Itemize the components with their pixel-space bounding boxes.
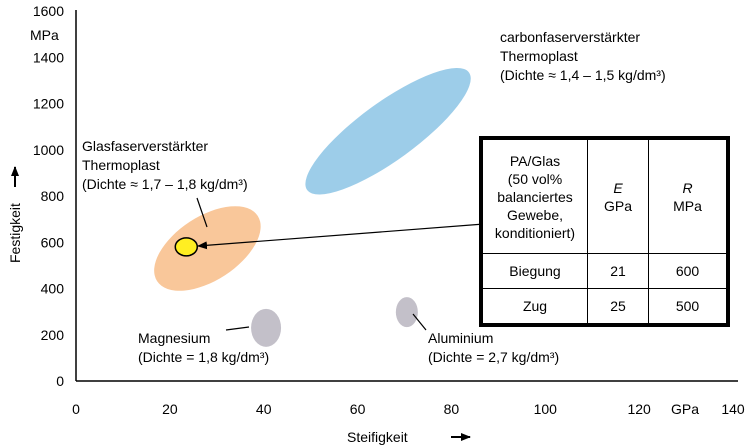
col-e-unit: GPa bbox=[603, 197, 632, 214]
y-tick-label: 1000 bbox=[33, 142, 64, 158]
x-tick-label: 60 bbox=[350, 401, 366, 417]
col-r-unit: MPa bbox=[673, 197, 702, 214]
y-tick-label: 1600 bbox=[33, 3, 64, 19]
y-axis-unit: MPa bbox=[30, 27, 59, 43]
y-tick-label: 800 bbox=[41, 188, 65, 204]
row-e-value: 21 bbox=[587, 253, 649, 289]
label-line: Magnesium bbox=[138, 330, 210, 346]
row-e-value: 25 bbox=[587, 288, 649, 324]
label-line: carbonfaserverstärkter bbox=[500, 29, 640, 45]
x-axis-title: Steifigkeit bbox=[347, 429, 471, 445]
x-tick-label: 100 bbox=[534, 401, 558, 417]
properties-table: PA/Glas (50 vol% balanciertes Gewebe, ko… bbox=[479, 136, 730, 327]
table-header-row: PA/Glas (50 vol% balanciertes Gewebe, ko… bbox=[482, 139, 727, 254]
y-axis-title: Festigkeit bbox=[7, 166, 23, 263]
col-r-symbol: R bbox=[682, 179, 693, 196]
magnesium-region bbox=[251, 308, 282, 347]
cfk-region-label: carbonfaserverstärkter Thermoplast (Dichte… bbox=[500, 29, 666, 83]
glass-label-leader bbox=[196, 197, 208, 228]
table-row: Biegung 21 600 bbox=[482, 253, 727, 289]
label-line: (Dichte = 1,8 kg/dm³) bbox=[138, 349, 269, 365]
table-header-material: PA/Glas (50 vol% balanciertes Gewebe, ko… bbox=[482, 139, 588, 254]
table-header-r: R MPa bbox=[648, 139, 727, 254]
gfk-region bbox=[154, 206, 261, 291]
x-tick-label: 40 bbox=[256, 401, 272, 417]
cfk-region bbox=[305, 67, 471, 195]
tick-labels: 0 200 400 600 800 1000 1200 1400 1600 0 20 40 60 80 10… bbox=[33, 3, 745, 417]
row-r-value: 500 bbox=[648, 288, 727, 324]
row-r-value: 600 bbox=[648, 253, 727, 289]
gfk-region-label: Glasfaserverstärkter Thermoplast (Dichte ≈… bbox=[82, 138, 248, 192]
label-line: Thermoplast bbox=[500, 48, 578, 64]
row-label: Biegung bbox=[482, 253, 588, 289]
aluminium-label-leader bbox=[412, 313, 427, 331]
label-line: (Dichte ≈ 1,7 – 1,8 kg/dm³) bbox=[82, 176, 248, 192]
y-tick-label: 1200 bbox=[33, 96, 64, 112]
y-tick-label: 400 bbox=[41, 281, 65, 297]
table-pointer-arrow bbox=[197, 223, 485, 250]
label-line: Thermoplast bbox=[82, 157, 160, 173]
x-axis-label: Steifigkeit bbox=[347, 429, 408, 445]
header-line: Gewebe, bbox=[506, 206, 564, 223]
annotations: carbonfaserverstärkter Thermoplast (Dichte… bbox=[82, 29, 666, 365]
label-line: (Dichte ≈ 1,4 – 1,5 kg/dm³) bbox=[500, 67, 666, 83]
x-tick-label: 0 bbox=[72, 401, 80, 417]
magnesium-label-leader bbox=[225, 326, 250, 331]
header-line: (50 vol% bbox=[507, 170, 563, 187]
axes bbox=[75, 10, 738, 382]
pa-glass-point bbox=[174, 237, 199, 257]
y-tick-label: 1400 bbox=[33, 49, 64, 65]
header-line: PA/Glas bbox=[509, 152, 561, 169]
y-tick-label: 600 bbox=[41, 234, 65, 250]
row-label: Zug bbox=[482, 288, 588, 324]
header-line: konditioniert) bbox=[494, 224, 576, 241]
y-axis-label: Festigkeit bbox=[7, 203, 23, 263]
x-tick-label: 140 bbox=[721, 401, 745, 417]
y-tick-label: 0 bbox=[56, 373, 64, 389]
x-tick-label: 20 bbox=[162, 401, 178, 417]
aluminium-region bbox=[395, 297, 418, 328]
label-line: (Dichte = 2,7 kg/dm³) bbox=[428, 349, 559, 365]
label-line: Glasfaserverstärkter bbox=[82, 138, 208, 154]
header-line: balanciertes bbox=[497, 188, 573, 205]
aluminium-region-label: Aluminium (Dichte = 2,7 kg/dm³) bbox=[428, 330, 559, 365]
leader-lines bbox=[196, 197, 485, 331]
magnesium-region-label: Magnesium (Dichte = 1,8 kg/dm³) bbox=[138, 330, 269, 365]
y-tick-label: 200 bbox=[41, 327, 65, 343]
col-e-symbol: E bbox=[613, 179, 623, 196]
label-line: Aluminium bbox=[428, 330, 493, 346]
x-tick-label: 120 bbox=[627, 401, 651, 417]
table-header-e: E GPa bbox=[587, 139, 649, 254]
table-row: Zug 25 500 bbox=[482, 288, 727, 324]
x-tick-label: 80 bbox=[444, 401, 460, 417]
material-regions bbox=[154, 67, 471, 347]
x-axis-unit: GPa bbox=[671, 401, 699, 417]
